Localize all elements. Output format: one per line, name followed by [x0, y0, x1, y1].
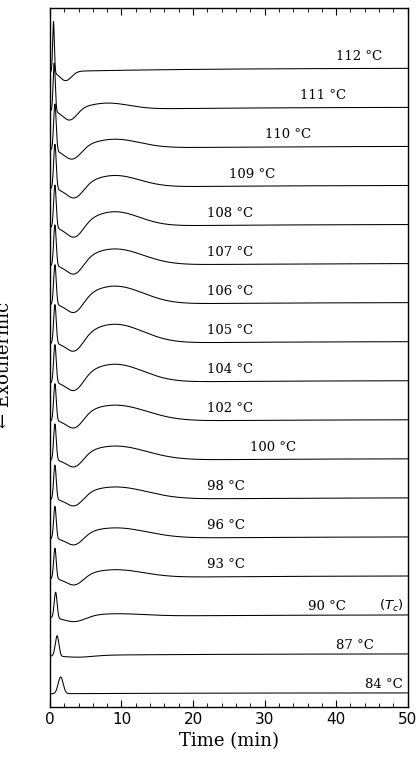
Text: 106 °C: 106 °C [207, 285, 254, 298]
Text: 109 °C: 109 °C [229, 167, 275, 181]
Text: $(T_c)$: $(T_c)$ [379, 597, 404, 614]
Text: 84 °C: 84 °C [365, 678, 403, 691]
Text: 90 °C: 90 °C [307, 600, 345, 613]
Text: 111 °C: 111 °C [300, 90, 347, 103]
Text: 105 °C: 105 °C [207, 324, 253, 337]
Text: 96 °C: 96 °C [207, 519, 245, 532]
Text: 93 °C: 93 °C [207, 558, 245, 571]
Text: 100 °C: 100 °C [250, 441, 296, 454]
X-axis label: Time (min): Time (min) [179, 732, 279, 750]
Text: 104 °C: 104 °C [207, 363, 253, 375]
Text: 108 °C: 108 °C [207, 207, 253, 220]
Text: 110 °C: 110 °C [265, 128, 311, 141]
Text: 112 °C: 112 °C [336, 50, 382, 63]
Text: 98 °C: 98 °C [207, 480, 245, 493]
Text: 107 °C: 107 °C [207, 245, 254, 258]
Text: ← Exothermic: ← Exothermic [0, 302, 13, 428]
Text: 102 °C: 102 °C [207, 402, 253, 415]
Text: 87 °C: 87 °C [336, 639, 374, 652]
